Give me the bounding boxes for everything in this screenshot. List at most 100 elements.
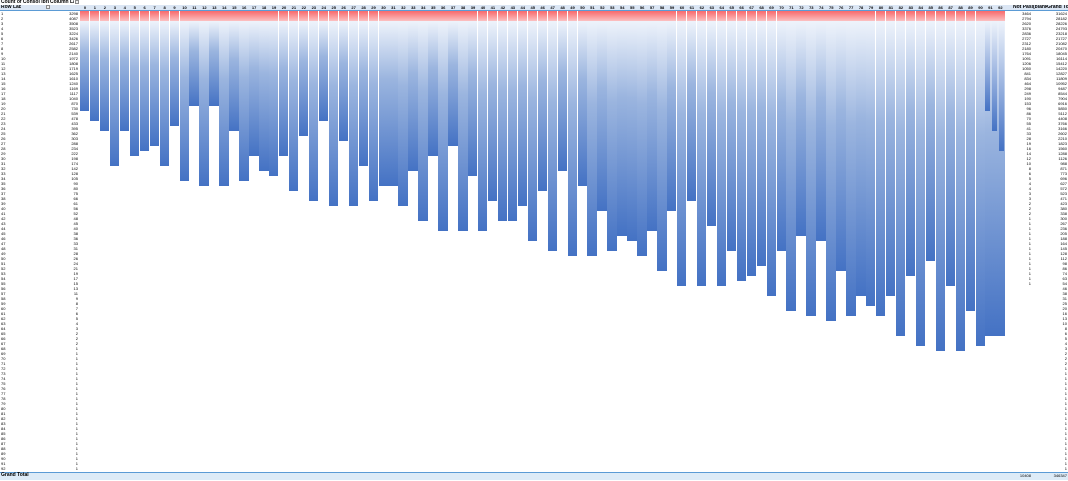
row-grand-total: 28226 xyxy=(1055,21,1067,26)
row-not-passed: 2 xyxy=(1028,211,1031,216)
row-label: 75 xyxy=(1,381,6,386)
row-grand-total: 1 xyxy=(1064,386,1067,391)
data-bar-column xyxy=(637,21,647,256)
data-bar-column xyxy=(438,21,448,231)
row-not-passed: 2312 xyxy=(1022,41,1031,46)
row-first-value: 13 xyxy=(73,286,78,291)
data-bar-column xyxy=(686,21,697,201)
row-label: 24 xyxy=(1,126,6,131)
row-label: 49 xyxy=(1,251,6,256)
row-grand-total: 10952 xyxy=(1055,81,1067,86)
data-bar-column xyxy=(80,21,90,111)
column-header: 4 xyxy=(123,5,126,10)
column-header: 71 xyxy=(789,5,794,10)
data-bar-column xyxy=(657,21,667,271)
column-header: 70 xyxy=(779,5,784,10)
row-first-value: 1719 xyxy=(69,66,78,71)
row-not-passed: 28 xyxy=(1026,136,1031,141)
column-header: 2 xyxy=(103,5,106,10)
row-first-value: 11 xyxy=(73,291,78,296)
heat-cell xyxy=(89,11,100,21)
data-bar-column xyxy=(955,21,966,351)
heat-cell xyxy=(288,11,299,21)
heat-cell xyxy=(866,11,876,21)
column-header: 29 xyxy=(371,5,376,10)
row-label: 82 xyxy=(1,416,6,421)
heat-cell xyxy=(876,11,886,21)
row-grand-total: 38 xyxy=(1062,291,1067,296)
data-bar-column xyxy=(557,21,568,171)
grand-total-not-passed: 10408 xyxy=(1019,473,1031,478)
row-grand-total: 267 xyxy=(1060,221,1067,226)
row-label: 14 xyxy=(1,76,6,81)
heat-cell xyxy=(826,11,836,21)
row-first-value: 28 xyxy=(73,251,78,256)
data-bar-column xyxy=(487,21,498,201)
row-first-value: 303 xyxy=(71,136,78,141)
row-not-passed: 841 xyxy=(1024,71,1031,76)
row-first-value: 1 xyxy=(75,376,78,381)
row-not-passed: 2727 xyxy=(1022,36,1031,41)
row-grand-total: 1 xyxy=(1064,421,1067,426)
column-labels-filter-button[interactable] xyxy=(75,0,79,4)
row-first-value: 1 xyxy=(75,451,78,456)
row-label: 19 xyxy=(1,101,6,106)
row-grand-total: 236 xyxy=(1060,226,1067,231)
column-header: 17 xyxy=(251,5,257,10)
column-header: 9 xyxy=(173,5,176,10)
column-header: 22 xyxy=(301,5,307,10)
heat-cell xyxy=(786,11,796,21)
row-grand-total: 12827 xyxy=(1055,71,1067,76)
row-label: 89 xyxy=(1,451,6,456)
heat-cell xyxy=(706,11,717,21)
row-labels-filter-button[interactable] xyxy=(46,5,50,9)
row-label: 64 xyxy=(1,326,6,331)
heat-cell xyxy=(159,11,170,21)
row-label: 15 xyxy=(1,81,6,86)
heat-cell xyxy=(547,11,558,21)
row-grand-total: 31624 xyxy=(1055,11,1067,16)
row-first-value: 52 xyxy=(73,211,78,216)
row-label: 39 xyxy=(1,201,6,206)
row-grand-total: 1 xyxy=(1064,381,1067,386)
column-header: 28 xyxy=(361,5,366,10)
column-header: 52 xyxy=(600,5,605,10)
heat-cell xyxy=(219,11,229,21)
data-bar-column xyxy=(726,21,737,251)
column-header: 12 xyxy=(202,5,207,10)
row-label: 65 xyxy=(1,331,6,336)
row-first-value: 105 xyxy=(71,176,78,181)
heat-cell xyxy=(408,11,418,21)
data-bar-column xyxy=(965,21,975,311)
column-header: 49 xyxy=(570,5,575,10)
row-label: 87 xyxy=(1,441,6,446)
heat-cell xyxy=(338,11,349,21)
row-label: 63 xyxy=(1,321,6,326)
column-header: 39 xyxy=(470,5,476,10)
row-first-value: 1972 xyxy=(69,56,78,61)
row-label: 44 xyxy=(1,226,6,231)
row-label: 57 xyxy=(1,291,6,296)
data-bar-column xyxy=(139,21,150,151)
row-first-value: 1 xyxy=(75,426,78,431)
heat-cell xyxy=(169,11,179,21)
heat-cell xyxy=(945,11,956,21)
row-label: 13 xyxy=(1,71,6,76)
data-bar-column xyxy=(587,21,597,256)
row-first-value: 198 xyxy=(71,156,78,161)
column-header: 62 xyxy=(699,5,705,10)
row-grand-total: 1823 xyxy=(1058,141,1067,146)
row-first-value: 1240 xyxy=(69,81,78,86)
row-grand-total: 21082 xyxy=(1055,41,1067,46)
data-bar-column xyxy=(746,21,757,276)
row-label: 18 xyxy=(1,96,6,101)
row-grand-total: 5112 xyxy=(1058,111,1067,116)
row-label: 67 xyxy=(1,341,6,346)
heat-cell xyxy=(308,11,319,21)
row-first-value: 45 xyxy=(73,221,78,226)
row-not-passed: 1206 xyxy=(1022,61,1031,66)
row-first-value: 8 xyxy=(75,301,78,306)
row-grand-total: 98 xyxy=(1062,261,1067,266)
heat-cell xyxy=(905,11,916,21)
data-bar-column xyxy=(328,21,339,206)
